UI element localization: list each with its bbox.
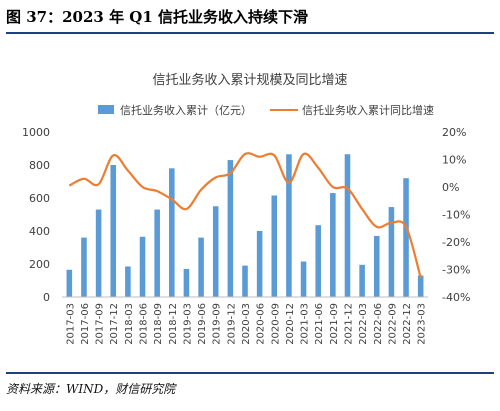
x-tick-label: 2018-09 [153, 303, 164, 345]
x-tick-label: 2017-06 [80, 303, 91, 345]
chart-area: 信托业务收入累计规模及同比增速信托业务收入累计（亿元） 信托业务收入累计同比增速 0… [0, 44, 500, 364]
x-tick-label: 2021-09 [329, 303, 340, 345]
bar [359, 264, 365, 297]
x-tick-label: 2022-12 [402, 303, 413, 345]
bar [154, 209, 160, 297]
x-tick-label: 2018-12 [168, 303, 179, 345]
x-tick-label: 2018-06 [139, 303, 150, 345]
bar [344, 154, 351, 297]
x-tick-label: 2021-06 [314, 303, 325, 345]
x-tick-label: 2020-09 [270, 303, 281, 345]
growth-line [68, 152, 422, 279]
chart-title: 信托业务收入累计规模及同比增速 [152, 72, 347, 88]
bar [242, 265, 248, 297]
x-tick-label: 2019-09 [212, 303, 223, 345]
x-tick-label: 2017-12 [109, 303, 120, 345]
bar [139, 236, 146, 297]
x-tick-label: 2021-03 [300, 303, 311, 345]
y-right-tick-label: 10% [442, 154, 466, 167]
x-tick-label: 2022-09 [387, 303, 398, 345]
bar [212, 206, 219, 297]
x-tick-label: 2020-06 [256, 303, 267, 345]
x-tick-label: 2017-03 [65, 303, 76, 345]
bar [256, 231, 263, 297]
x-tick-label: 2020-03 [241, 303, 252, 345]
x-tick-label: 2022-03 [358, 303, 369, 345]
figure-title: 图 37：2023 年 Q1 信托业务收入持续下滑 [6, 8, 309, 26]
bar [417, 275, 424, 297]
x-tick-label: 2019-06 [197, 303, 208, 345]
x-tick-label: 2018-03 [124, 303, 135, 345]
x-tick-label: 2022-06 [373, 303, 384, 345]
bar [403, 178, 409, 297]
bar [315, 225, 321, 297]
bar [388, 207, 395, 297]
bar [81, 237, 87, 297]
y-right-tick-label: -40% [442, 291, 470, 304]
bar [169, 168, 175, 297]
y-right-tick-label: 0% [442, 181, 459, 194]
bar [271, 195, 278, 297]
y-left-tick-label: 800 [29, 159, 50, 172]
bar [66, 269, 73, 297]
source-note: 资料来源：WIND，财信研究院 [6, 382, 176, 396]
y-right-tick-label: -30% [442, 264, 470, 277]
bar [330, 193, 336, 297]
y-left-tick-label: 1000 [22, 126, 50, 139]
y-left-tick-label: 0 [43, 291, 50, 304]
bar [95, 209, 102, 297]
x-tick-label: 2023-03 [417, 303, 428, 345]
bar [198, 237, 204, 297]
y-left-tick-label: 200 [29, 258, 50, 271]
y-right-tick-label: -20% [442, 236, 470, 249]
x-tick-label: 2021-12 [343, 303, 354, 345]
x-tick-label: 2020-12 [285, 303, 296, 345]
y-right-tick-label: -10% [442, 209, 470, 222]
bar [300, 261, 307, 297]
legend-bar-swatch [98, 105, 114, 114]
title-rule [6, 32, 494, 34]
source-rule [6, 372, 494, 374]
legend-bar-label: 信托业务收入累计（亿元） [120, 103, 252, 117]
y-right-tick-label: 20% [442, 126, 466, 139]
x-tick-label: 2017-09 [95, 303, 106, 345]
bar [227, 160, 234, 297]
y-left-tick-label: 600 [29, 192, 50, 205]
bar [286, 154, 292, 297]
legend-line-label: 信托业务收入累计同比增速 [302, 103, 434, 117]
bar [125, 266, 131, 297]
bar [110, 165, 117, 297]
x-tick-label: 2019-12 [226, 303, 237, 345]
y-left-tick-label: 400 [29, 225, 50, 238]
bar [183, 268, 190, 297]
bar [373, 235, 380, 297]
x-tick-label: 2019-03 [182, 303, 193, 345]
